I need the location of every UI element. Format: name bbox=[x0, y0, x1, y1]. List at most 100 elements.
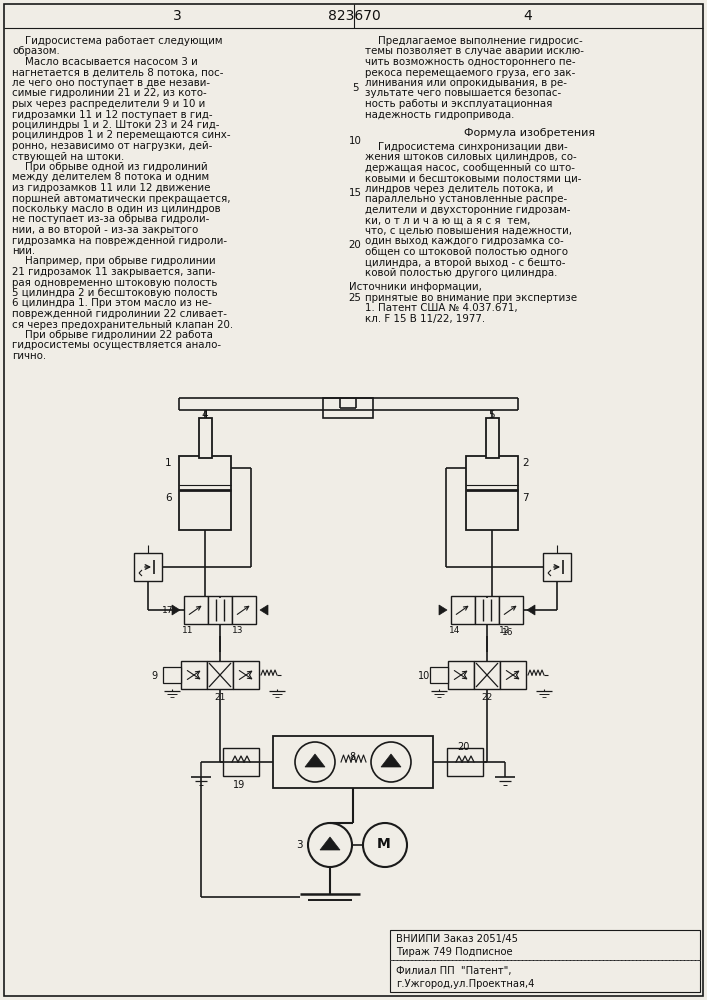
Text: роцилиндры 1 и 2. Штоки 23 и 24 гид-: роцилиндры 1 и 2. Штоки 23 и 24 гид- bbox=[12, 120, 219, 130]
Text: гидрозамка на поврежденной гидроли-: гидрозамка на поврежденной гидроли- bbox=[12, 235, 227, 245]
Text: 9: 9 bbox=[151, 671, 157, 681]
Bar bbox=[163, 667, 181, 683]
Text: Гидросистема синхронизации дви-: Гидросистема синхронизации дви- bbox=[365, 142, 568, 152]
Bar bbox=[223, 748, 259, 776]
Text: чить возможность одностороннего пе-: чить возможность одностороннего пе- bbox=[365, 57, 575, 67]
Text: 3: 3 bbox=[296, 840, 303, 850]
Text: нии, а во второй - из-за закрытого: нии, а во второй - из-за закрытого bbox=[12, 225, 198, 235]
Text: жения штоков силовых цилиндров, со-: жения штоков силовых цилиндров, со- bbox=[365, 152, 577, 162]
Bar bbox=[273, 736, 433, 788]
Text: 1: 1 bbox=[165, 458, 172, 468]
Circle shape bbox=[308, 823, 352, 867]
Text: кл. F 15 В 11/22, 1977.: кл. F 15 В 11/22, 1977. bbox=[365, 314, 485, 324]
Text: что, с целью повышения надежности,: что, с целью повышения надежности, bbox=[365, 226, 572, 236]
Text: Предлагаемое выполнение гидросис-: Предлагаемое выполнение гидросис- bbox=[365, 36, 583, 46]
Bar bbox=[430, 667, 448, 683]
Text: нагнетается в делитель 8 потока, пос-: нагнетается в делитель 8 потока, пос- bbox=[12, 68, 223, 78]
Text: гидросистемы осуществляется анало-: гидросистемы осуществляется анало- bbox=[12, 340, 221, 351]
Text: 19: 19 bbox=[233, 780, 245, 790]
Text: 4: 4 bbox=[524, 9, 532, 23]
Text: ковой полостью другого цилиндра.: ковой полостью другого цилиндра. bbox=[365, 268, 557, 278]
Text: поскольку масло в один из цилиндров: поскольку масло в один из цилиндров bbox=[12, 204, 221, 214]
Circle shape bbox=[363, 823, 407, 867]
Text: 1. Патент США № 4.037.671,: 1. Патент США № 4.037.671, bbox=[365, 304, 518, 314]
Text: зультате чего повышается безопас-: зультате чего повышается безопас- bbox=[365, 89, 561, 99]
Text: ность работы и эксплуатационная: ность работы и эксплуатационная bbox=[365, 99, 552, 109]
Text: При обрыве одной из гидролиний: При обрыве одной из гидролиний bbox=[12, 162, 208, 172]
Text: 5: 5 bbox=[488, 410, 495, 420]
Text: поршней автоматически прекращается,: поршней автоматически прекращается, bbox=[12, 194, 230, 204]
Text: 22: 22 bbox=[481, 693, 492, 702]
Text: темы позволяет в случае аварии исклю-: темы позволяет в случае аварии исклю- bbox=[365, 46, 584, 56]
Bar bbox=[499, 596, 523, 624]
Text: поврежденной гидролинии 22 сливает-: поврежденной гидролинии 22 сливает- bbox=[12, 309, 227, 319]
Bar bbox=[207, 661, 233, 689]
Text: ся через предохранительный клапан 20.: ся через предохранительный клапан 20. bbox=[12, 320, 233, 330]
Text: роцилиндров 1 и 2 перемещаются синх-: роцилиндров 1 и 2 перемещаются синх- bbox=[12, 130, 230, 140]
Polygon shape bbox=[439, 605, 447, 615]
Text: рых через распределители 9 и 10 и: рых через распределители 9 и 10 и bbox=[12, 99, 205, 109]
Text: Филиал ПП  "Патент",: Филиал ПП "Патент", bbox=[396, 966, 511, 976]
Bar bbox=[451, 596, 475, 624]
Bar bbox=[323, 398, 373, 418]
Text: между делителем 8 потока и одним: между делителем 8 потока и одним bbox=[12, 172, 209, 182]
Text: 6 цилиндра 1. При этом масло из не-: 6 цилиндра 1. При этом масло из не- bbox=[12, 298, 212, 308]
Bar bbox=[543, 553, 571, 581]
Text: Формула изобретения: Формула изобретения bbox=[464, 128, 595, 138]
Text: 16: 16 bbox=[502, 628, 513, 637]
Text: 11: 11 bbox=[182, 626, 194, 635]
Text: Например, при обрыве гидролинии: Например, при обрыве гидролинии bbox=[12, 256, 216, 266]
Text: 21 гидрозамок 11 закрывается, запи-: 21 гидрозамок 11 закрывается, запи- bbox=[12, 267, 216, 277]
Text: г.Ужгород,ул.Проектная,4: г.Ужгород,ул.Проектная,4 bbox=[396, 979, 534, 989]
Text: ковыми и бесштоковыми полостями ци-: ковыми и бесштоковыми полостями ци- bbox=[365, 174, 581, 184]
Text: гидрозамки 11 и 12 поступает в гид-: гидрозамки 11 и 12 поступает в гид- bbox=[12, 109, 213, 119]
Bar bbox=[475, 596, 499, 624]
Text: 6: 6 bbox=[165, 493, 172, 503]
Text: Масло всасывается насосом 3 и: Масло всасывается насосом 3 и bbox=[12, 57, 198, 67]
Text: ствующей на штоки.: ствующей на штоки. bbox=[12, 151, 124, 161]
Bar bbox=[134, 553, 162, 581]
Text: надежность гидропривода.: надежность гидропривода. bbox=[365, 109, 515, 119]
Text: ронно, независимо от нагрузки, дей-: ронно, независимо от нагрузки, дей- bbox=[12, 141, 212, 151]
Bar bbox=[233, 661, 259, 689]
Text: 20: 20 bbox=[349, 240, 361, 250]
Text: 20: 20 bbox=[457, 742, 469, 752]
Text: гично.: гично. bbox=[12, 351, 46, 361]
Text: 3: 3 bbox=[173, 9, 182, 23]
Bar bbox=[466, 456, 518, 530]
Bar bbox=[474, 661, 500, 689]
Text: 17: 17 bbox=[162, 606, 173, 615]
Text: 5 цилиндра 2 и бесштоковую полость: 5 цилиндра 2 и бесштоковую полость bbox=[12, 288, 218, 298]
Polygon shape bbox=[381, 754, 401, 767]
Text: линивания или опрокидывания, в ре-: линивания или опрокидывания, в ре- bbox=[365, 78, 567, 88]
Bar bbox=[447, 748, 483, 776]
Bar bbox=[390, 930, 700, 992]
Text: образом.: образом. bbox=[12, 46, 60, 56]
Bar bbox=[500, 661, 526, 689]
Text: 12: 12 bbox=[499, 626, 510, 635]
Text: 823670: 823670 bbox=[327, 9, 380, 23]
Text: цилиндра, а второй выход - с бешто-: цилиндра, а второй выход - с бешто- bbox=[365, 257, 566, 267]
Text: При обрыве гидролинии 22 работа: При обрыве гидролинии 22 работа bbox=[12, 330, 213, 340]
Text: 21: 21 bbox=[214, 693, 226, 702]
Polygon shape bbox=[527, 605, 535, 615]
Text: держащая насос, сообщенный со што-: держащая насос, сообщенный со што- bbox=[365, 163, 575, 173]
Polygon shape bbox=[305, 754, 325, 767]
Bar bbox=[232, 596, 256, 624]
Text: принятые во внимание при экспертизе: принятые во внимание при экспертизе bbox=[365, 293, 577, 303]
Circle shape bbox=[295, 742, 335, 782]
Bar bbox=[184, 596, 208, 624]
Text: 15: 15 bbox=[349, 188, 361, 198]
Text: 7: 7 bbox=[522, 493, 529, 503]
Text: один выход каждого гидрозамка со-: один выход каждого гидрозамка со- bbox=[365, 236, 563, 246]
Text: рая одновременно штоковую полость: рая одновременно штоковую полость bbox=[12, 277, 217, 288]
Text: ле чего оно поступает в две незави-: ле чего оно поступает в две незави- bbox=[12, 78, 210, 88]
Text: 8: 8 bbox=[349, 752, 355, 762]
Text: М: М bbox=[377, 837, 391, 851]
Text: 5: 5 bbox=[352, 83, 358, 93]
Text: 14: 14 bbox=[449, 626, 460, 635]
Text: 10: 10 bbox=[349, 135, 361, 145]
Text: 13: 13 bbox=[232, 626, 243, 635]
Text: нии.: нии. bbox=[12, 246, 35, 256]
Bar bbox=[208, 596, 232, 624]
